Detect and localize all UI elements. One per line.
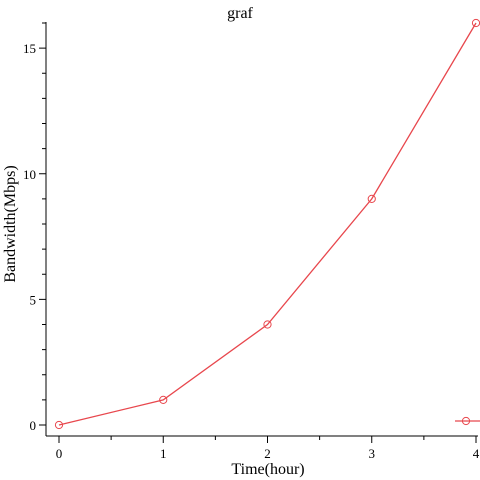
chart-title: graf bbox=[227, 5, 253, 22]
legend-marker bbox=[461, 416, 471, 426]
data-point bbox=[367, 194, 376, 203]
data-point bbox=[159, 395, 168, 404]
x-tick-label: 2 bbox=[264, 446, 271, 461]
series-line bbox=[58, 22, 477, 426]
x-axis-label: Time(hour) bbox=[231, 461, 304, 478]
y-ticks: 0 5 10 15 bbox=[23, 22, 46, 433]
legend bbox=[455, 416, 480, 426]
y-tick-label: 0 bbox=[30, 418, 37, 433]
data-point bbox=[263, 320, 272, 329]
x-tick-label: 0 bbox=[56, 446, 63, 461]
data-point bbox=[54, 420, 64, 430]
x-tick-label: 3 bbox=[369, 446, 376, 461]
y-tick-label: 10 bbox=[23, 167, 36, 182]
x-tick-label: 4 bbox=[473, 446, 480, 461]
x-tick-label: 1 bbox=[160, 446, 167, 461]
x-ticks: 0 1 2 3 4 bbox=[56, 436, 480, 461]
y-axis-label: Bandwidth(Mbps) bbox=[2, 165, 19, 282]
series-layer bbox=[54, 18, 480, 430]
y-tick-label: 15 bbox=[23, 41, 36, 56]
y-tick-label: 5 bbox=[30, 292, 37, 307]
